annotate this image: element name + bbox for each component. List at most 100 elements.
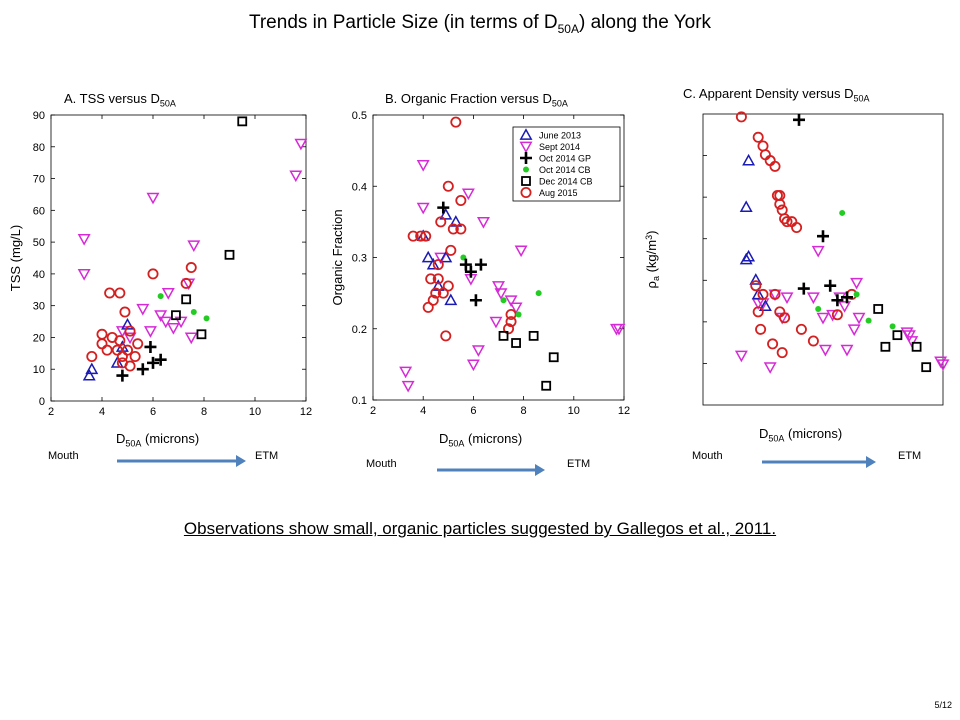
panel-b-point-dec-2014-cb	[511, 338, 521, 348]
panel-a-point-oct-2014-gp	[136, 363, 149, 376]
panel-a-point-oct-2014-cb	[203, 315, 210, 322]
panel-c-point-sept-2014	[826, 309, 840, 322]
panel-a-title: A. TSS versus D50A	[64, 91, 176, 109]
panel-c-point-sept-2014	[838, 301, 852, 313]
panel-c-point-aug-2015	[750, 280, 762, 292]
panel-a-point-aug-2015	[104, 287, 116, 299]
panel-a-point-oct-2014-gp	[144, 340, 157, 353]
panel-b-point-dec-2014-cb	[548, 352, 559, 363]
panel-b-point-sept-2014	[461, 188, 475, 201]
panel-b-point-sept-2014	[489, 316, 503, 329]
panel-c-series-oct-2014-gp	[793, 113, 853, 307]
panel-c-etm-label: ETM	[898, 450, 922, 462]
panel-b-point-sept-2014	[509, 302, 523, 315]
panel-c-point-aug-2015	[831, 309, 843, 321]
panel-b-legend-marker-june-2013	[519, 128, 533, 140]
panel-a-frame	[50, 114, 307, 402]
panel-c-point-aug-2015	[779, 312, 791, 324]
panel-a-point-aug-2015	[96, 338, 108, 350]
panel-b-xtick-label: 12	[618, 405, 630, 417]
panel-a-ytick-label: 80	[33, 142, 45, 154]
panel-a-point-aug-2015	[147, 268, 159, 280]
panel-c-point-june-2013	[749, 273, 763, 285]
panel-c-point-aug-2015	[752, 306, 764, 318]
panel-b-legend-label: Sept 2014	[539, 142, 580, 152]
page-number: 5/12	[934, 700, 952, 710]
panel-c-point-june-2013	[742, 249, 756, 262]
panel-a-ytick-label: 30	[33, 301, 45, 313]
panel-c-series-oct-2014-cb	[815, 209, 896, 330]
panel-a-point-aug-2015	[114, 287, 126, 299]
panel-c-direction-arrowhead	[866, 456, 876, 468]
panel-a-series-oct-2014-gp	[116, 340, 167, 382]
panel-b-point-june-2013	[449, 215, 463, 227]
panel-b-ytick-label: 0.1	[352, 395, 367, 407]
panel-c-point-aug-2015	[774, 198, 786, 210]
panel-b-legend-marker-oct-2014-cb	[523, 166, 529, 173]
panel-b-direction-arrowhead	[535, 464, 545, 476]
observation-text: Observations show small, organic particl…	[183, 519, 777, 538]
panel-a-xtick-label: 4	[99, 406, 105, 418]
panel-a-point-sept-2014	[184, 332, 198, 345]
panel-a-point-oct-2014-cb	[190, 309, 197, 316]
panel-a-point-sept-2014	[159, 316, 173, 329]
panel-a-point-sept-2014	[123, 332, 137, 345]
panel-b-xtick-label: 4	[420, 405, 426, 417]
panel-c-point-oct-2014-gp	[824, 279, 837, 292]
panel-a-ytick-label: 90	[33, 110, 45, 122]
panel-a-point-sept-2014	[77, 234, 91, 246]
panel-a-point-aug-2015	[129, 351, 141, 363]
panel-c-point-sept-2014	[734, 350, 748, 363]
panel-b-point-sept-2014	[471, 345, 485, 357]
panel-a-plot: 2 4 6 8 10 12 0 10 20 30 40 50 60 70 80 90 TSS (mg/L)	[8, 110, 312, 418]
panel-c-point-aug-2015	[755, 323, 767, 335]
panel-c-point-aug-2015	[767, 338, 779, 350]
panel-a-point-dec-2014-cb	[224, 249, 235, 260]
panel-b-ylabel: Organic Fraction	[330, 209, 345, 305]
panel-a-point-sept-2014	[187, 240, 201, 253]
panel-a-point-oct-2014-gp	[154, 353, 167, 366]
panel-c-point-aug-2015	[795, 323, 807, 335]
panel-c-point-aug-2015	[776, 347, 788, 359]
panel-b-point-oct-2014-cb	[500, 297, 507, 304]
panel-b-point-dec-2014-cb	[541, 380, 552, 391]
panel-b-point-sept-2014	[466, 359, 480, 372]
panel-c-point-aug-2015	[757, 140, 769, 152]
panel-c-point-sept-2014	[847, 324, 861, 337]
panel-c-point-oct-2014-cb	[853, 291, 860, 298]
panel-a-point-sept-2014	[166, 323, 180, 335]
panel-b-legend-marker-sept-2014	[519, 141, 533, 154]
panel-a-point-aug-2015	[119, 306, 131, 318]
panel-b-point-oct-2014-gp	[464, 265, 477, 278]
panel-b-series-oct-2014-gp	[437, 201, 487, 307]
panel-b-legend-label: Aug 2015	[539, 188, 578, 198]
panel-a-ytick-label: 0	[39, 396, 45, 408]
panel-b-point-aug-2015	[442, 280, 454, 292]
panel-a-point-dec-2014-cb	[237, 116, 248, 127]
panel-c-ylabel: ρa (kg/m3)	[644, 231, 661, 289]
panel-c-point-oct-2014-gp	[797, 282, 810, 295]
panel-a-point-sept-2014	[143, 326, 157, 338]
panel-a-ytick-label: 10	[33, 364, 45, 376]
panel-c-point-aug-2015	[769, 288, 781, 300]
panel-c-series-aug-2015	[735, 111, 858, 359]
panel-c-plot: ρa (kg/m3)	[644, 111, 950, 406]
panel-b-series-oct-2014-cb	[460, 254, 542, 318]
panel-c-point-dec-2014-cb	[921, 362, 932, 373]
panel-b-point-sept-2014	[401, 380, 415, 393]
panel-c-point-sept-2014	[818, 344, 832, 357]
panel-a-point-aug-2015	[124, 360, 136, 372]
panel-b-point-aug-2015	[437, 287, 449, 299]
panel-a-point-aug-2015	[132, 338, 144, 350]
panel-b-point-aug-2015	[430, 287, 442, 299]
panel-a-point-aug-2015	[185, 262, 197, 274]
panel-c-frame	[702, 113, 944, 406]
panel-b-point-sept-2014	[416, 159, 430, 172]
panel-b-point-aug-2015	[415, 230, 427, 242]
panel-b-point-aug-2015	[440, 330, 452, 342]
slide-title: Trends in Particle Size (in terms of D50…	[248, 12, 712, 36]
panel-a-point-dec-2014-cb	[196, 329, 207, 340]
panel-a-point-sept-2014	[77, 268, 91, 281]
panel-a-point-sept-2014	[174, 316, 188, 329]
panel-c-point-aug-2015	[735, 111, 747, 123]
